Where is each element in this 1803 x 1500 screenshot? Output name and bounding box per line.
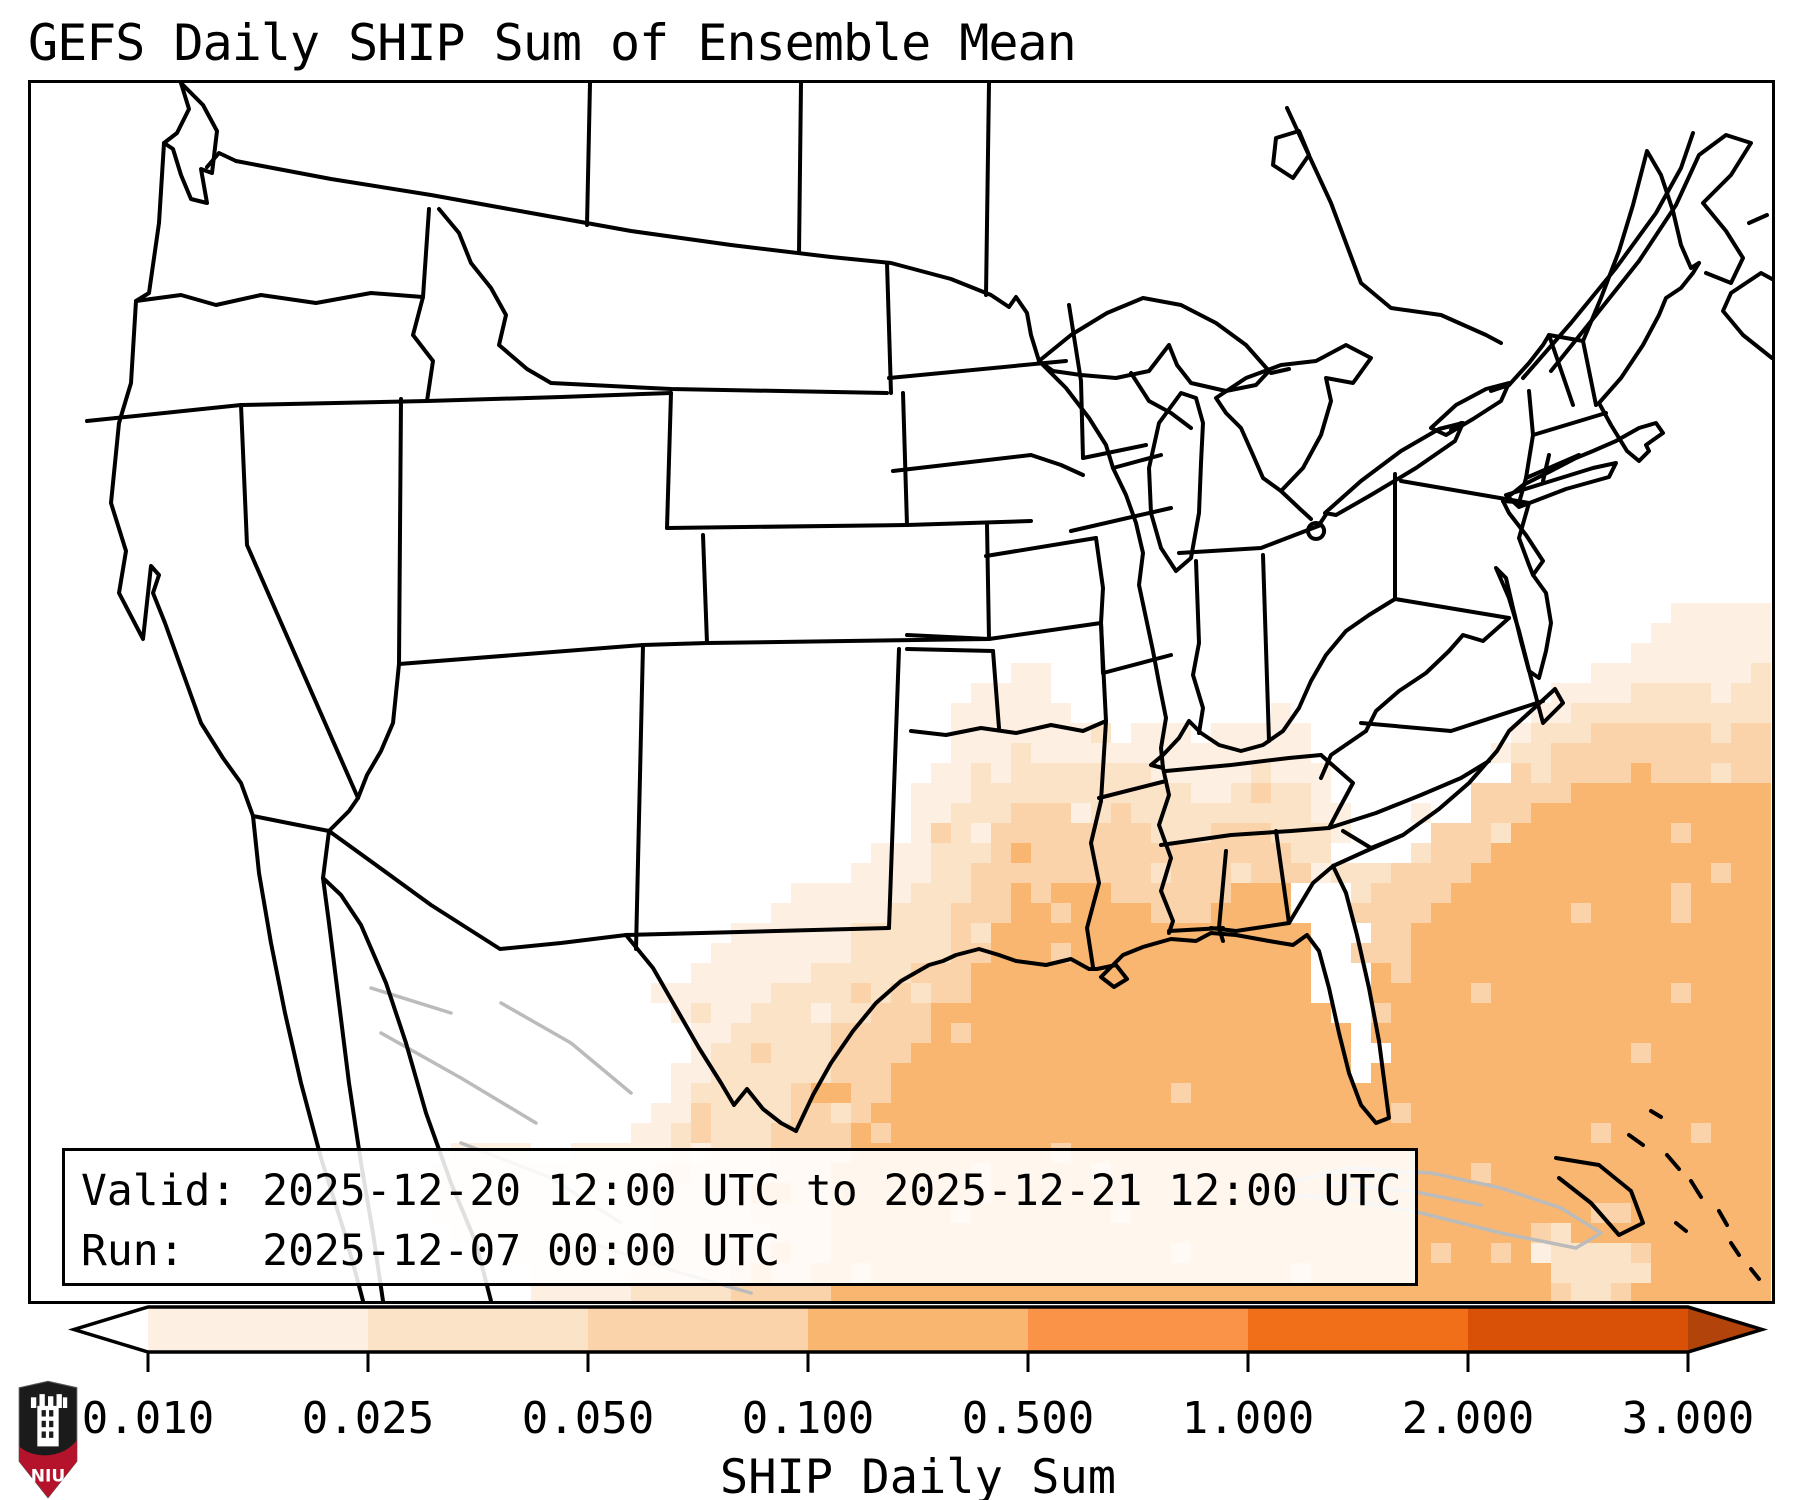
colorbar-segment (1248, 1307, 1469, 1352)
colorbar-tick-label: 0.050 (522, 1393, 654, 1444)
map-frame (28, 80, 1775, 1304)
colorbar-segment (148, 1307, 369, 1352)
colorbar-segment (808, 1307, 1029, 1352)
colorbar-tick-label: 0.010 (82, 1393, 214, 1444)
niu-logo: NIU (18, 1380, 78, 1499)
map-canvas (85, 83, 1772, 1301)
colorbar-axis-label: SHIP Daily Sum (720, 1450, 1116, 1500)
niu-red-band (19, 1440, 77, 1498)
colorbar-tick-label: 1.000 (1182, 1393, 1314, 1444)
colorbar-tick-label: 0.500 (962, 1393, 1094, 1444)
colorbar-under-arrow (74, 1307, 148, 1352)
colorbar: 0.010 0.025 0.050 0.100 0.500 1.000 2.000 3.000… (67, 1305, 1769, 1500)
colorbar-segment (1028, 1307, 1249, 1352)
colorbar-tick-label: 0.025 (302, 1393, 434, 1444)
info-box: Valid: 2025-12-20 12:00 UTC to 2025-12-2… (62, 1148, 1418, 1286)
run-time-text: Run: 2025-12-07 00:00 UTC (81, 1226, 780, 1276)
colorbar-segment (1468, 1307, 1689, 1352)
colorbar-over-arrow (1688, 1307, 1762, 1352)
colorbar-tick-label: 3.000 (1622, 1393, 1754, 1444)
colorbar-tick-label: 0.100 (742, 1393, 874, 1444)
state-boundaries-layer (85, 83, 1772, 1301)
niu-castle-icon (30, 1394, 68, 1447)
figure-title: GEFS Daily SHIP Sum of Ensemble Mean (28, 14, 1077, 72)
niu-logo-text: NIU (31, 1467, 65, 1487)
colorbar-segment (368, 1307, 589, 1352)
colorbar-segment (588, 1307, 809, 1352)
colorbar-tick-label: 2.000 (1402, 1393, 1534, 1444)
valid-time-text: Valid: 2025-12-20 12:00 UTC to 2025-12-2… (81, 1166, 1402, 1216)
